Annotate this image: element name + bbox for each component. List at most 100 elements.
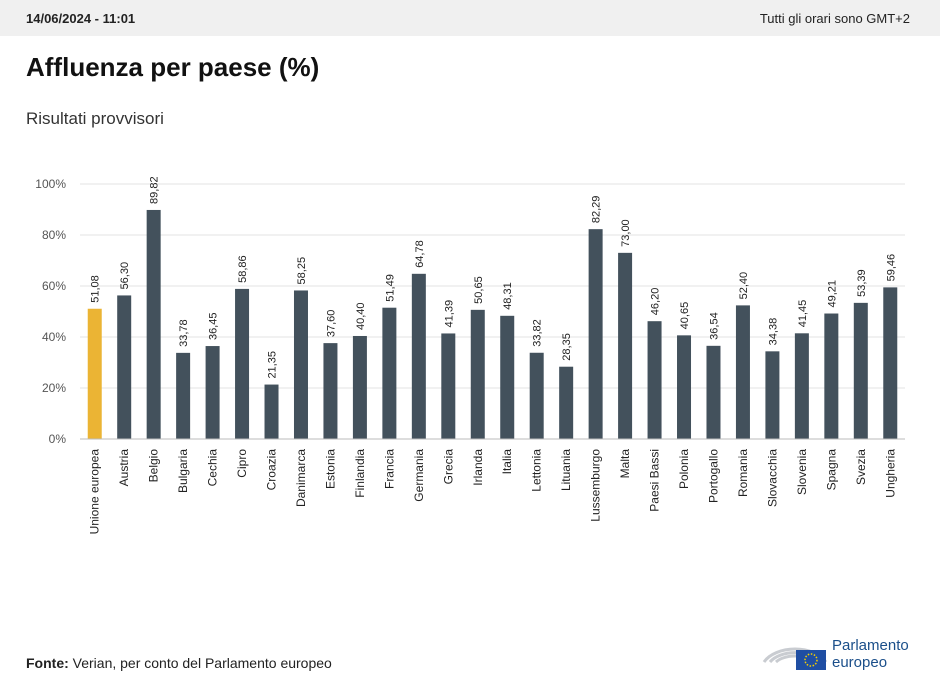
category-label: Portogallo [706, 449, 720, 503]
category-label: Grecia [441, 449, 455, 485]
data-label: 41,45 [797, 300, 809, 328]
category-label: Cechia [206, 449, 220, 487]
data-label: 28,35 [561, 333, 573, 361]
timestamp: 14/06/2024 - 11:01 [26, 10, 136, 26]
source-text: Verian, per conto del Parlamento europeo [68, 655, 332, 671]
category-label: Austria [117, 449, 131, 487]
data-label: 89,82 [149, 176, 161, 204]
bar [706, 345, 721, 439]
y-tick-label: 20% [42, 381, 66, 395]
bar [117, 295, 132, 439]
category-label: Bulgaria [176, 449, 190, 493]
top-bar: 14/06/2024 - 11:01 Tutti gli orari sono … [0, 0, 940, 36]
data-label: 48,31 [502, 282, 514, 310]
y-tick-label: 60% [42, 279, 66, 293]
logo-wordmark: Parlamento europeo [832, 637, 909, 671]
source-label: Fonte: [26, 655, 69, 671]
logo-line-1: Parlamento [832, 637, 909, 654]
bar [588, 229, 603, 439]
data-label: 36,45 [208, 313, 220, 341]
category-label: Slovenia [795, 449, 809, 495]
bar [264, 384, 279, 439]
bar [559, 366, 574, 439]
data-label: 46,20 [650, 288, 662, 316]
data-label: 73,00 [620, 219, 632, 247]
y-tick-label: 100% [35, 177, 66, 191]
category-label: Cipro [235, 449, 249, 478]
data-label: 33,82 [532, 319, 544, 347]
category-label: Lituania [559, 449, 573, 491]
eu-flag-hemicycle-icon [762, 647, 828, 670]
bar [176, 352, 191, 439]
bar [677, 335, 692, 439]
y-tick-label: 0% [49, 432, 67, 446]
bar [618, 252, 633, 439]
data-label: 34,38 [767, 318, 779, 346]
category-label: Svezia [854, 449, 868, 485]
category-label: Romania [736, 449, 750, 497]
bar [293, 290, 308, 439]
data-label: 50,65 [473, 276, 485, 304]
category-label: Danimarca [294, 449, 308, 507]
bar [323, 343, 338, 439]
bar [470, 309, 485, 439]
chart-title: Affluenza per paese (%) [26, 52, 320, 82]
bar [411, 273, 426, 439]
data-label: 56,30 [119, 262, 131, 290]
logo-line-2: europeo [832, 654, 888, 671]
bar [735, 305, 750, 439]
timezone-note: Tutti gli orari sono GMT+2 [759, 10, 910, 26]
source-note: Fonte: Verian, per conto del Parlamento … [26, 655, 332, 671]
bar [235, 288, 250, 439]
bar [529, 352, 544, 439]
parliament-logo [762, 647, 828, 670]
data-label: 21,35 [267, 351, 279, 379]
category-label: Belgio [147, 449, 161, 483]
data-label: 58,86 [237, 255, 249, 283]
data-label: 52,40 [738, 272, 750, 300]
data-label: 64,78 [414, 240, 426, 268]
data-label: 41,39 [443, 300, 455, 328]
data-label: 40,40 [355, 302, 367, 330]
category-label: Polonia [677, 449, 691, 489]
chart-subtitle: Risultati provvisori [26, 109, 164, 128]
category-label: Malta [618, 449, 632, 479]
data-label: 51,49 [384, 274, 396, 302]
category-label: Finlandia [353, 449, 367, 498]
y-tick-label: 40% [42, 330, 66, 344]
bar [794, 333, 809, 439]
category-label: Spagna [824, 449, 838, 491]
bar [441, 333, 456, 439]
category-label: Germania [412, 449, 426, 502]
category-label: Italia [500, 449, 514, 475]
category-label: Irlanda [471, 449, 485, 486]
bar [883, 287, 898, 439]
category-label: Slovacchia [765, 449, 779, 507]
category-label: Unione europea [88, 449, 102, 535]
bar [352, 335, 367, 439]
bar [824, 313, 839, 439]
bar [647, 321, 662, 439]
category-label: Croazia [265, 449, 279, 491]
data-label: 58,25 [296, 257, 308, 285]
category-label: Francia [382, 449, 396, 489]
data-label: 82,29 [591, 196, 603, 224]
data-label: 37,60 [325, 310, 337, 338]
category-label: Lettonia [530, 449, 544, 492]
data-label: 59,46 [885, 254, 897, 282]
data-label: 51,08 [90, 275, 102, 303]
bar [853, 302, 868, 439]
category-label: Estonia [323, 449, 337, 489]
data-label: 53,39 [856, 269, 868, 297]
category-label: Paesi Bassi [648, 449, 662, 512]
bar [382, 307, 397, 439]
turnout-bar-chart: 0% 20% 40% 60% 80% 100% 51,08 Unione europea 56,… [35, 176, 905, 535]
data-label: 40,65 [679, 302, 691, 330]
y-tick-label: 80% [42, 228, 66, 242]
data-label: 33,78 [178, 319, 190, 347]
bar [765, 351, 780, 439]
category-label: Lussemburgo [589, 449, 603, 522]
bar [500, 315, 515, 439]
bar [146, 209, 161, 439]
category-label: Ungheria [883, 449, 897, 498]
